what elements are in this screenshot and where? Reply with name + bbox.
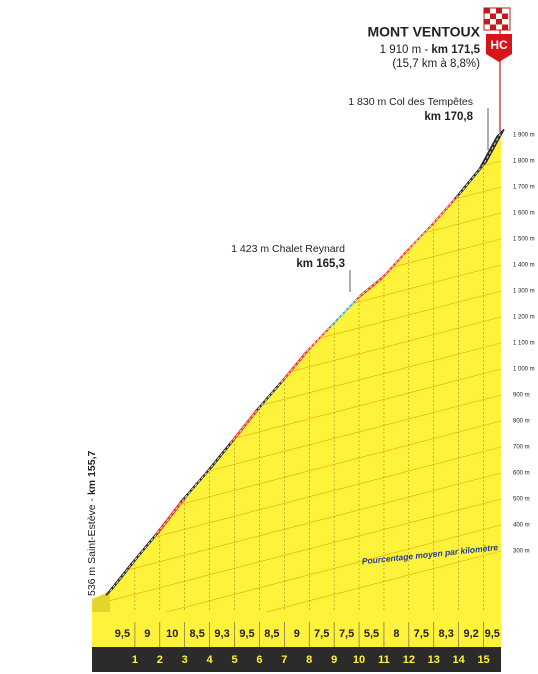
x-tick-label: 10: [353, 654, 365, 666]
y-tick-label: 1 700 m: [513, 185, 535, 191]
x-tick-label: 11: [378, 654, 390, 666]
gradient-label: 10: [166, 628, 178, 640]
y-tick-label: 300 m: [513, 549, 530, 555]
grid-line: [110, 550, 501, 612]
y-tick-label: 1 400 m: [513, 263, 535, 269]
gradient-label: 9: [294, 628, 300, 640]
gradient-label: 8,5: [264, 628, 279, 640]
annotation-label: 1 830 m Col des Tempêtes: [348, 96, 473, 108]
annotation-km: km 165,3: [296, 258, 345, 270]
y-tick-label: 800 m: [513, 419, 530, 425]
y-tick-label: 1 100 m: [513, 341, 535, 347]
summit-km: km 171,5: [431, 44, 480, 56]
area: [110, 132, 501, 612]
gradient-label: 8,3: [439, 628, 454, 640]
summit-altitude: 1 910 m -: [380, 44, 429, 56]
x-tick-label: 12: [403, 654, 415, 666]
gradient-label: 8,5: [190, 628, 205, 640]
gradient-label: 9,5: [115, 628, 130, 640]
grid-line: [110, 446, 501, 549]
y-tick-label: 1 500 m: [513, 237, 535, 243]
gradient-label: 7,5: [314, 628, 329, 640]
km-band: [92, 647, 501, 672]
x-tick-label: 13: [428, 654, 440, 666]
gradient-band: [92, 612, 501, 647]
badge: [486, 34, 512, 62]
grid-line: [110, 524, 501, 612]
grid-line: [110, 498, 501, 601]
gradient-label: 9,3: [214, 628, 229, 640]
x-tick-label: 15: [477, 654, 489, 666]
y-tick-label: 1 300 m: [513, 289, 535, 295]
summit-line: 1 910 m - km 171,5: [380, 44, 481, 56]
summit-note: (15,7 km à 8,8%): [392, 58, 480, 70]
x-tick-label: 9: [331, 654, 337, 666]
y-tick-label: 1 900 m: [513, 133, 535, 139]
start-place: 536 m Saint-Estève -: [86, 497, 98, 596]
y-tick-label: 1 600 m: [513, 211, 535, 217]
gradient-label: 8: [393, 628, 399, 640]
y-tick-label: 600 m: [513, 471, 530, 477]
annotation-km: km 170,8: [424, 111, 473, 123]
x-tick-label: 4: [207, 654, 214, 666]
gradient-label: 9,2: [463, 628, 478, 640]
chart-title: MONT VENTOUX: [367, 24, 480, 40]
x-tick-label: 5: [231, 654, 237, 666]
flag-checks: [484, 8, 508, 30]
x-tick-label: 1: [132, 654, 138, 666]
gradient-label: 7,5: [339, 628, 354, 640]
y-tick-label: 1 800 m: [513, 159, 535, 165]
grid-line: [110, 472, 501, 575]
y-tick-label: 1 200 m: [513, 315, 535, 321]
gradient-label: 5,5: [364, 628, 379, 640]
gradient-label: 9,5: [239, 628, 254, 640]
profile-dash: [109, 132, 502, 592]
x-tick-label: 6: [256, 654, 262, 666]
y-tick-label: 400 m: [513, 523, 530, 529]
x-tick-label: 2: [157, 654, 163, 666]
y-tick-label: 500 m: [513, 497, 530, 503]
x-tick-label: 14: [453, 654, 466, 666]
annotation-label: 1 423 m Chalet Reynard: [231, 243, 345, 255]
gradient-label: 7,5: [414, 628, 429, 640]
x-tick-label: 8: [306, 654, 312, 666]
y-tick-label: 900 m: [513, 393, 530, 399]
gradient-label: 9,5: [485, 628, 500, 640]
x-tick-label: 7: [281, 654, 287, 666]
x-tick-label: 3: [182, 654, 188, 666]
badge-text: HC: [490, 38, 508, 52]
start-km: km 155,7: [86, 451, 98, 496]
y-tick-label: 1 000 m: [513, 367, 535, 373]
start-label: 536 m Saint-Estève - km 155,7: [86, 451, 98, 596]
y-tick-label: 700 m: [513, 445, 530, 451]
gradient-label: 9: [144, 628, 150, 640]
